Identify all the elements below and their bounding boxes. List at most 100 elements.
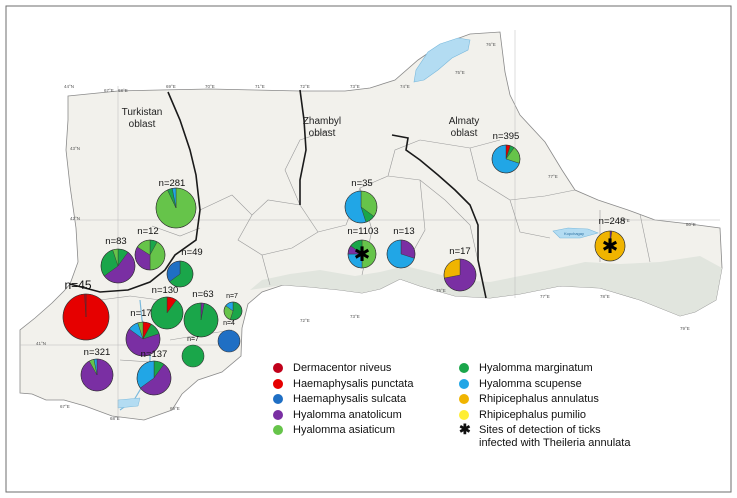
pie-outline [491,144,521,174]
legend-label: Hyalomma marginatum [479,362,593,374]
pie-outline [347,239,377,269]
pie-outline [183,302,219,338]
pie-outline [155,187,197,229]
legend-label: Dermacentor niveus [293,362,392,374]
pie-s130: n=130 [150,285,184,330]
pie-outline [386,239,416,269]
graticule-label: 75°E [436,288,446,293]
infection-star-icon: ✱ [354,242,371,266]
star-icon: ✱ [459,421,471,437]
pie-outline [80,358,114,392]
pie-s137: n=137 [136,349,172,396]
region-labels: Turkistan oblast Zhambyl oblast Almaty oblast… [122,107,584,236]
graticule-label: 77°E [540,294,550,299]
pie-label: n=137 [141,349,168,360]
legend-item-hyalomma-marginatum: Hyalomma marginatum [459,362,593,375]
graticule-label: 70°E [205,84,215,89]
reservoir [552,227,599,239]
graticule-label: 68°E [110,416,120,421]
legend-label: Hyalomma asiaticum [293,424,396,436]
pie-label: n=63 [192,289,213,300]
legend-item-haemaphysalis-punctata: Haemaphysalis punctata [273,378,413,391]
pie-label: n=45 [64,278,91,292]
graticule-label: 68°E [118,88,128,93]
legend-label: Haemaphysalis punctata [293,377,414,390]
pie-s321: n=321 [80,347,114,392]
pie-outline [150,296,184,330]
graticule-label: 80°E [686,222,696,227]
pie-label: n=49 [181,247,202,258]
pie-s63: n=63 [183,289,219,338]
legend-item-rhipicephalus-annulatus: Rhipicephalus annulatus [459,393,599,406]
pie-label: n=281 [159,178,186,189]
graticule-label: 73°E [350,84,360,89]
infection-star-icon: ✱ [602,234,619,258]
pie-charts: n=281 n=83 n=12 n=49 n=45 n=130 n=63 n=7 n=17 n=4… [62,131,626,396]
pie-label: n=83 [105,236,126,247]
pie-s45: n=45 [62,278,110,341]
legend-item-hyalomma-asiaticum: Hyalomma asiaticum [273,424,395,437]
pie-s12: n=12 [134,226,166,271]
pie-label: n=395 [493,131,520,142]
pie-s49: n=49 [166,247,203,288]
graticule-label: 41°N [36,341,46,346]
legend-label: Rhipicephalus annulatus [479,393,599,405]
lake-kapchagai [413,37,471,83]
pie-s4: n=4 [217,320,241,353]
legend-swatch [273,409,283,420]
graticule-label: 72°E [300,84,310,89]
graticule-labels: 67°E 68°E 69°E 70°E 71°E 72°E 73°E 74°E 75°E 76°E… [36,42,696,421]
graticule-label: 79°E [620,218,630,223]
pie-label: n=4 [223,320,235,327]
pie-outline [125,321,161,357]
pie-outline [100,248,136,284]
pie-label: n=13 [393,226,414,237]
graticule-label: 72°E [300,318,310,323]
pie-slice-haemaphysalis-sulcata [217,329,241,353]
legend-swatch [273,425,283,435]
region-label-turkistan: Turkistan oblast [122,107,163,130]
pie-label: n=7 [187,336,199,343]
pie-outline [443,258,477,292]
graticule-label: 79°E [680,326,690,331]
legend-item-hyalomma-scupense: Hyalomma scupense [459,378,582,391]
legend-swatch [459,378,469,389]
pie-outline [62,293,110,341]
pie-s13: n=13 [386,226,416,269]
legend-label: Hyalomma anatolicum [293,408,402,421]
graticule-label: 69°E [166,84,176,89]
legend-item-haemaphysalis-sulcata: Haemaphysalis sulcata [273,393,406,406]
graticule-label: 71°E [255,84,265,89]
graticule-label: 42°N [70,216,80,221]
pie-label: n=12 [137,226,158,237]
legend-item-infection-site: ✱ Sites of detection of ticks infected wit… [459,421,630,450]
legend-item-rhipicephalus-pumilio: Rhipicephalus pumilio [459,409,586,422]
legend-item-dermacentor-niveus: Dermacentor niveus [273,362,391,375]
pie-s7b: n=7 [181,336,205,368]
pie-label: n=130 [152,285,179,296]
pie-label: n=7 [226,293,238,300]
legend-swatch [273,394,283,404]
pie-s7a: n=7 [223,293,243,321]
pie-outline [136,360,172,396]
graticule-label: 77°E [548,174,558,179]
pie-label: n=17 [449,246,470,257]
lake-label: Kopchagay [564,231,584,236]
pie-label: n=17 [130,308,151,319]
region-label-almaty: Almaty oblast [449,116,480,139]
legend-label: Haemaphysalis sulcata [293,393,407,405]
graticule-label: 67°E [104,88,114,93]
legend-label: Hyalomma scupense [479,377,582,390]
pie-label: n=321 [84,347,111,358]
mountain-belt [250,256,722,316]
pie-s1103: ✱ n=1103 [347,226,379,269]
legend-label: Rhipicephalus pumilio [479,408,587,421]
pie-label: n=1103 [347,226,378,237]
pie-s83: n=83 [100,236,136,284]
pie-outline [134,239,166,271]
legend-item-hyalomma-anatolicum: Hyalomma anatolicum [273,409,402,422]
pie-label: n=248 [599,216,626,227]
legend-swatch [459,363,469,373]
pie-outline [223,301,243,321]
pie-outline [166,260,194,288]
